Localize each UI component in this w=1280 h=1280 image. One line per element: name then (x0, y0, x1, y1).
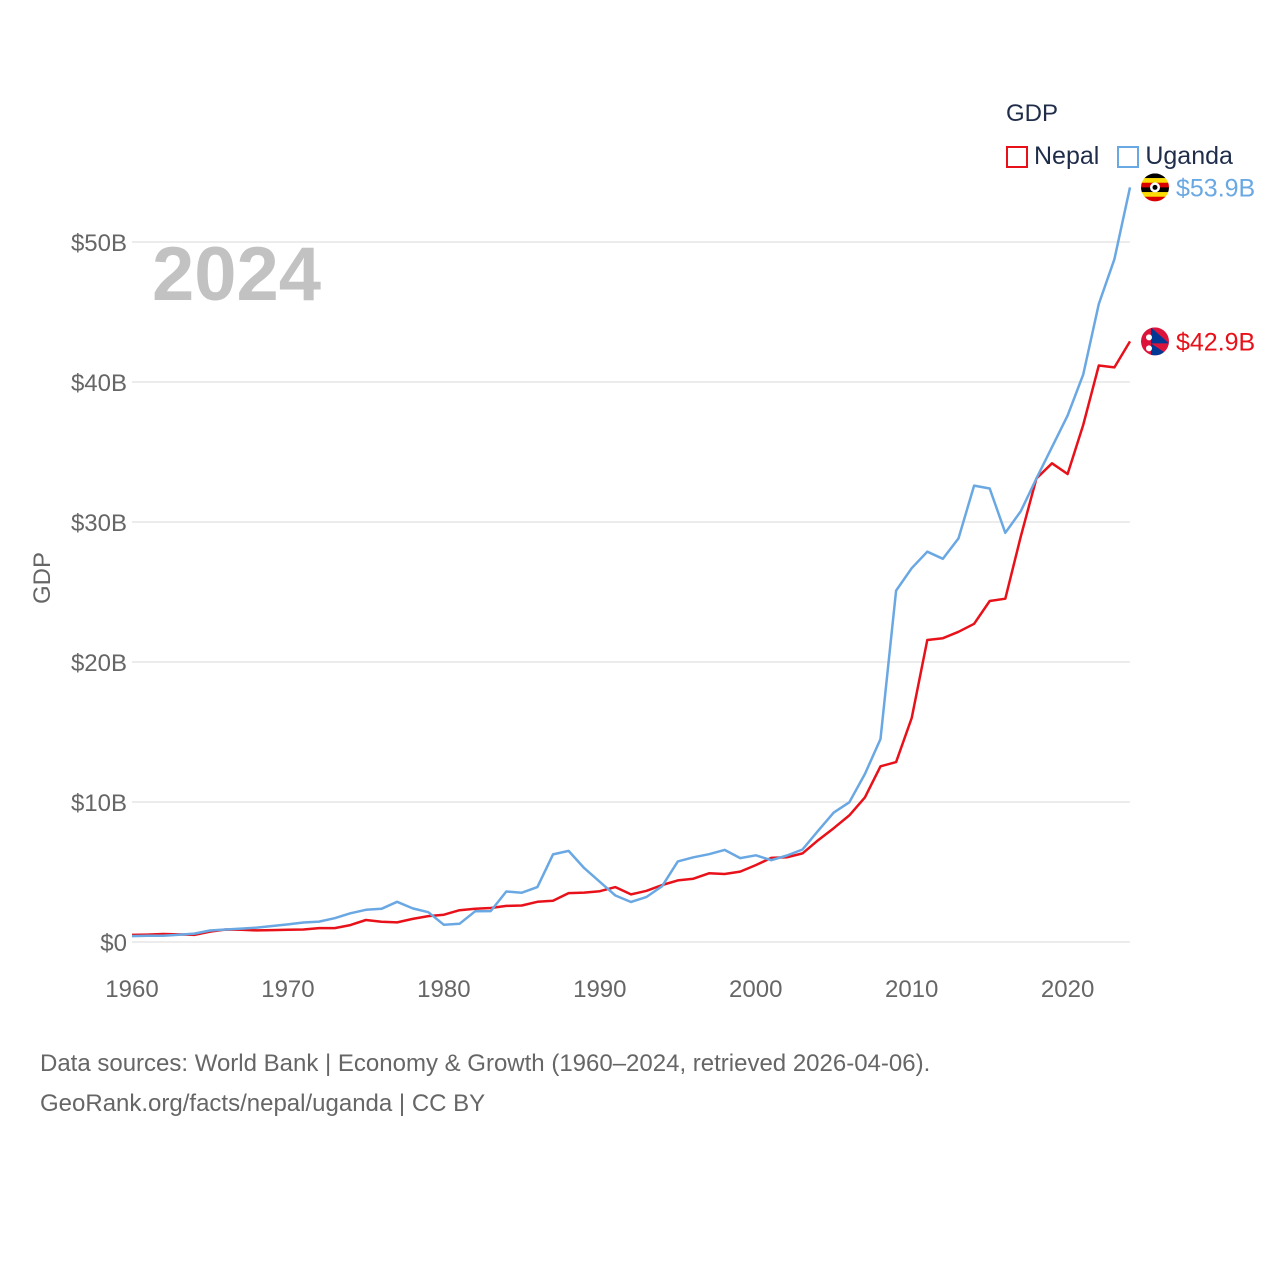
x-axis-ticks: 1960 1970 1980 1990 2000 2010 2020 (105, 976, 1094, 1003)
legend-item-uganda[interactable]: Uganda (1117, 142, 1233, 171)
year-watermark: 2024 (152, 232, 321, 317)
y-tick-label: $0 (100, 930, 127, 957)
flag-icon-uganda (1141, 173, 1169, 202)
y-tick-label: $40B (71, 370, 127, 397)
legend-label-uganda: Uganda (1145, 142, 1233, 170)
gridlines (132, 241, 1130, 943)
series-line-nepal (131, 340, 1132, 937)
legend-title: GDP (1006, 100, 1059, 127)
y-tick-label: $50B (71, 230, 127, 257)
footer-source: Data sources: World Bank | Economy & Gro… (40, 1044, 930, 1124)
y-tick-label: $20B (71, 650, 127, 677)
legend-label-nepal: Nepal (1034, 142, 1100, 170)
y-tick-label: $10B (71, 790, 127, 817)
y-axis-title: GDP (29, 552, 56, 604)
x-tick-label: 2020 (1041, 976, 1094, 1003)
series-lines (131, 187, 1132, 938)
x-tick-label: 2000 (729, 976, 782, 1003)
series-line-uganda (131, 187, 1132, 938)
x-tick-label: 1960 (105, 976, 158, 1003)
x-tick-label: 1980 (417, 976, 470, 1003)
x-tick-label: 2010 (885, 976, 938, 1003)
legend: Nepal Uganda (1006, 142, 1233, 171)
y-tick-label: $30B (71, 510, 127, 537)
flag-icon-nepal (1141, 327, 1169, 356)
legend-swatch-uganda (1117, 145, 1140, 168)
footer-line-1: Data sources: World Bank | Economy & Gro… (40, 1050, 931, 1077)
x-tick-label: 1990 (573, 976, 626, 1003)
legend-item-nepal[interactable]: Nepal (1006, 142, 1099, 171)
end-value-label-nepal: $42.9B (1176, 328, 1255, 356)
end-value-label-uganda: $53.9B (1176, 174, 1255, 202)
end-markers: $42.9B $53.9B (1141, 173, 1255, 356)
footer-line-2: GeoRank.org/facts/nepal/uganda | CC BY (40, 1090, 486, 1117)
x-tick-label: 1970 (261, 976, 314, 1003)
y-axis-ticks: $0 $10B $20B $30B $40B $50B (71, 230, 127, 957)
legend-swatch-nepal (1006, 145, 1028, 168)
